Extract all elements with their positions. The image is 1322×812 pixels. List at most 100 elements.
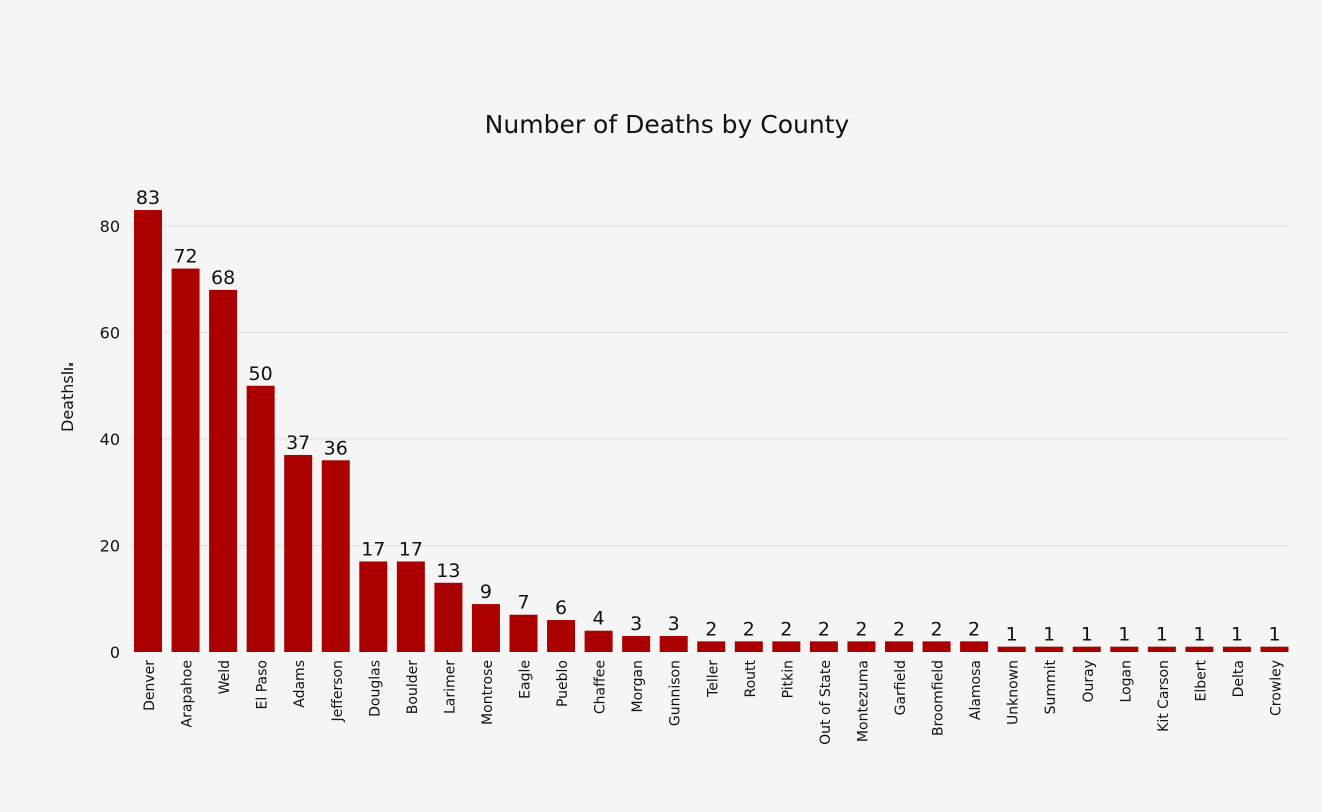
x-tick-label: Summit bbox=[1043, 659, 1059, 714]
data-label: 13 bbox=[436, 560, 460, 582]
x-tick-label: Routt bbox=[743, 659, 759, 697]
x-tick-label: Weld bbox=[217, 660, 233, 694]
data-label: 2 bbox=[780, 618, 792, 640]
bar[interactable] bbox=[284, 454, 313, 652]
data-label: 83 bbox=[136, 187, 160, 209]
x-tick-label: Eagle bbox=[518, 660, 534, 699]
data-label: 2 bbox=[705, 618, 717, 640]
x-tick-label: Jefferson bbox=[330, 660, 346, 723]
x-tick-label: Ouray bbox=[1081, 660, 1097, 703]
y-tick-label: 0 bbox=[110, 643, 120, 662]
bar[interactable] bbox=[1110, 646, 1139, 652]
bar[interactable] bbox=[697, 641, 726, 652]
y-tick-label: 40 bbox=[100, 430, 120, 449]
data-label: 9 bbox=[480, 581, 492, 603]
data-label: 1 bbox=[1118, 624, 1130, 646]
bar[interactable] bbox=[847, 641, 876, 652]
data-label: 68 bbox=[211, 267, 235, 289]
bar[interactable] bbox=[734, 641, 763, 652]
data-label: 6 bbox=[555, 597, 567, 619]
bar[interactable] bbox=[171, 268, 200, 652]
bar[interactable] bbox=[1260, 646, 1289, 652]
data-label: 36 bbox=[324, 437, 348, 459]
data-label: 2 bbox=[818, 618, 830, 640]
x-tick-label: Montrose bbox=[480, 660, 496, 725]
bar[interactable] bbox=[471, 604, 500, 652]
bar[interactable] bbox=[209, 289, 238, 652]
bar[interactable] bbox=[960, 641, 989, 652]
bar[interactable] bbox=[134, 210, 162, 652]
sort-icon[interactable] bbox=[61, 363, 73, 374]
x-tick-label: Logan bbox=[1118, 660, 1134, 702]
bar[interactable] bbox=[509, 614, 538, 652]
chart-title: Number of Deaths by County bbox=[485, 110, 850, 139]
x-tick-label: Arapahoe bbox=[180, 660, 196, 727]
x-tick-label: Garfield bbox=[893, 660, 909, 715]
bar[interactable] bbox=[359, 561, 388, 652]
bar[interactable] bbox=[659, 636, 688, 652]
bar[interactable] bbox=[396, 561, 425, 652]
x-tick-label: Pueblo bbox=[555, 660, 571, 707]
bar[interactable] bbox=[547, 620, 576, 652]
x-tick-label: Pitkin bbox=[780, 660, 796, 698]
data-label: 2 bbox=[931, 618, 943, 640]
bar[interactable] bbox=[1147, 646, 1176, 652]
x-tick-label: Adams bbox=[292, 660, 308, 708]
data-label: 2 bbox=[893, 618, 905, 640]
x-tick-label: Boulder bbox=[405, 660, 421, 714]
data-label: 1 bbox=[1231, 624, 1243, 646]
bar[interactable] bbox=[772, 641, 801, 652]
x-tick-label: El Paso bbox=[255, 660, 271, 709]
data-label: 1 bbox=[1043, 624, 1055, 646]
bar[interactable] bbox=[809, 641, 838, 652]
data-label: 50 bbox=[249, 363, 273, 385]
x-tick-label: Out of State bbox=[818, 660, 834, 745]
bar[interactable] bbox=[1222, 646, 1251, 652]
bar[interactable] bbox=[321, 460, 350, 652]
x-tick-label: Elbert bbox=[1193, 659, 1209, 701]
y-tick-label: 60 bbox=[100, 324, 120, 343]
data-label: 1 bbox=[1006, 624, 1018, 646]
x-tick-label: Unknown bbox=[1006, 660, 1022, 725]
bar[interactable] bbox=[1035, 646, 1064, 652]
bar[interactable] bbox=[885, 641, 913, 652]
data-label: 2 bbox=[968, 618, 980, 640]
y-axis-label: Deaths bbox=[58, 375, 77, 432]
x-tick-label: Douglas bbox=[367, 660, 383, 717]
y-tick-label: 20 bbox=[100, 537, 120, 556]
x-tick-label: Alamosa bbox=[968, 660, 984, 720]
data-label: 4 bbox=[593, 608, 605, 630]
data-label: 1 bbox=[1193, 624, 1205, 646]
bar[interactable] bbox=[246, 385, 275, 652]
data-label: 2 bbox=[855, 618, 867, 640]
y-tick-label: 80 bbox=[100, 217, 120, 236]
data-label: 3 bbox=[668, 613, 680, 635]
x-tick-label: Morgan bbox=[630, 660, 646, 713]
data-label: 1 bbox=[1156, 624, 1168, 646]
x-tick-label: Larimer bbox=[442, 660, 458, 714]
bar[interactable] bbox=[1072, 646, 1101, 652]
x-tick-label: Broomfield bbox=[931, 660, 947, 736]
x-tick-label: Delta bbox=[1231, 660, 1247, 697]
data-label: 17 bbox=[399, 538, 423, 560]
bar[interactable] bbox=[997, 646, 1026, 652]
data-label: 1 bbox=[1268, 624, 1280, 646]
bar[interactable] bbox=[622, 636, 651, 652]
bar[interactable] bbox=[584, 630, 613, 652]
x-tick-label: Denver bbox=[142, 660, 158, 711]
bar[interactable] bbox=[434, 582, 463, 652]
bar[interactable] bbox=[922, 641, 951, 652]
data-label: 17 bbox=[361, 538, 385, 560]
data-label: 1 bbox=[1081, 624, 1093, 646]
bar[interactable] bbox=[1185, 646, 1214, 652]
x-tick-label: Montezuma bbox=[855, 660, 871, 742]
data-label: 72 bbox=[173, 246, 197, 268]
x-tick-label: Gunnison bbox=[668, 660, 684, 726]
x-tick-label: Kit Carson bbox=[1156, 660, 1172, 732]
data-label: 2 bbox=[743, 618, 755, 640]
x-tick-label: Crowley bbox=[1269, 660, 1285, 716]
data-label: 37 bbox=[286, 432, 310, 454]
x-tick-label: Teller bbox=[705, 660, 721, 698]
data-label: 3 bbox=[630, 613, 642, 635]
data-label: 7 bbox=[517, 592, 529, 614]
